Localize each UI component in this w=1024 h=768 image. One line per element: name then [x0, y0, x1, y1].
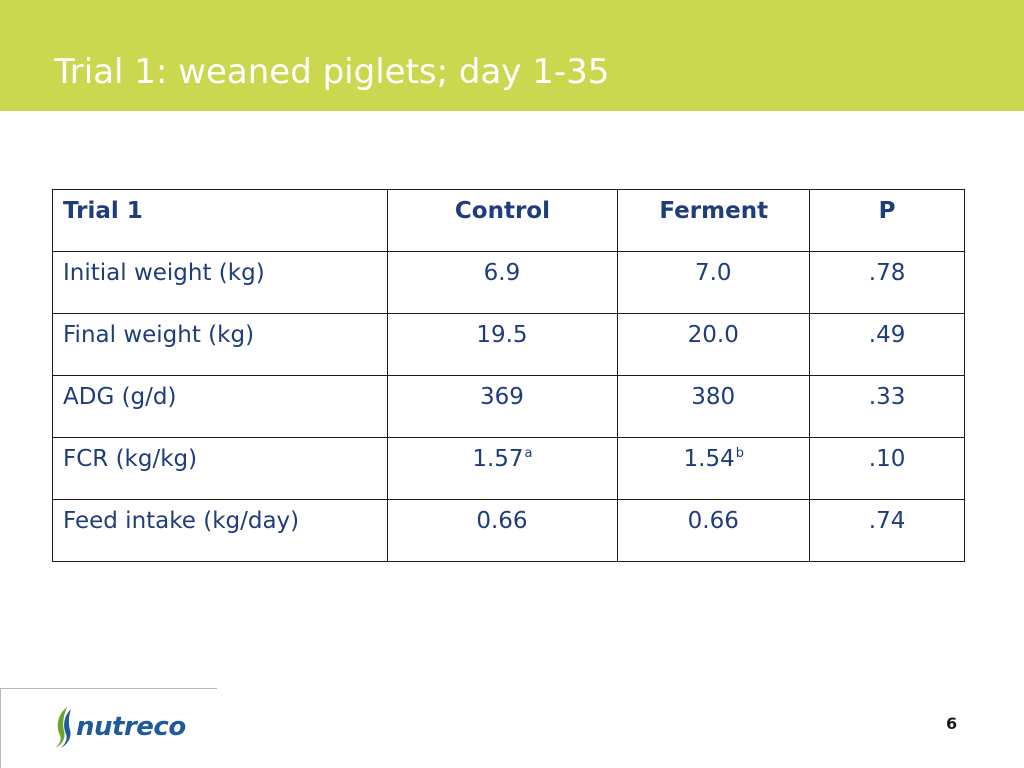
footer-divider [0, 688, 217, 689]
cell-ferment: 20.0 [617, 313, 811, 376]
page-number: 6 [946, 714, 958, 733]
cell-control-significance-mark: a [524, 446, 533, 461]
cell-control: 369 [386, 375, 619, 438]
row-label: Feed intake (kg/day) [52, 499, 388, 562]
row-label-value: FCR (kg/kg) [63, 446, 198, 472]
cell-p: .10 [809, 437, 965, 500]
cell-control-value: 369 [479, 384, 524, 410]
table-row: Final weight (kg) 19.5 20.0 .49 [52, 313, 965, 376]
cell-p: .49 [809, 313, 965, 376]
cell-p-value: .74 [868, 508, 906, 534]
cell-ferment: 380 [617, 375, 811, 438]
cell-control-value: 0.66 [476, 508, 528, 534]
cell-control-value: 1.57 [472, 446, 524, 472]
cell-control-value: 6.9 [483, 260, 521, 286]
table-row: Feed intake (kg/day) 0.66 0.66 .74 [52, 499, 965, 562]
cell-p-value: .78 [868, 260, 906, 286]
cell-ferment-significance-mark: b [735, 446, 744, 461]
table-body: Initial weight (kg) 6.9 7.0 .78 Final weight… [52, 251, 965, 562]
footer-divider-left [0, 688, 1, 768]
cell-control: 1.57a [386, 437, 619, 500]
column-header-trial: Trial 1 [52, 189, 388, 252]
row-label-value: ADG (g/d) [63, 384, 177, 410]
cell-control-value: 19.5 [476, 322, 528, 348]
cell-p-value: .10 [868, 446, 906, 472]
table-row: FCR (kg/kg) 1.57a 1.54b .10 [52, 437, 965, 500]
cell-ferment-value: 20.0 [687, 322, 739, 348]
cell-ferment: 7.0 [617, 251, 811, 314]
cell-control: 6.9 [386, 251, 619, 314]
cell-p: .78 [809, 251, 965, 314]
cell-ferment-value: 7.0 [694, 260, 732, 286]
table-header-row: Trial 1 Control Ferment P [52, 189, 965, 252]
row-label: Final weight (kg) [52, 313, 388, 376]
cell-control: 0.66 [386, 499, 619, 562]
cell-p-value: .49 [868, 322, 906, 348]
cell-control: 19.5 [386, 313, 619, 376]
cell-p-value: .33 [868, 384, 906, 410]
row-label: ADG (g/d) [52, 375, 388, 438]
table-row: ADG (g/d) 369 380 .33 [52, 375, 965, 438]
cell-ferment-value: 380 [691, 384, 736, 410]
cell-ferment: 1.54b [617, 437, 811, 500]
table-row: Initial weight (kg) 6.9 7.0 .78 [52, 251, 965, 314]
row-label: Initial weight (kg) [52, 251, 388, 314]
cell-ferment-value: 1.54 [683, 446, 735, 472]
results-table: Trial 1 Control Ferment P Initial weight… [52, 189, 965, 562]
row-label-value: Final weight (kg) [63, 322, 255, 348]
row-label: FCR (kg/kg) [52, 437, 388, 500]
column-header-ferment: Ferment [617, 189, 811, 252]
row-label-value: Feed intake (kg/day) [63, 508, 300, 534]
column-header-p: P [809, 189, 965, 252]
logo-text: nutreco [76, 712, 186, 742]
cell-ferment: 0.66 [617, 499, 811, 562]
nutreco-logo: nutreco [52, 704, 186, 750]
cell-ferment-value: 0.66 [687, 508, 739, 534]
nutreco-leaf-icon [55, 707, 71, 748]
title-bar: Trial 1: weaned piglets; day 1-35 [0, 0, 1024, 111]
cell-p: .74 [809, 499, 965, 562]
cell-p: .33 [809, 375, 965, 438]
row-label-value: Initial weight (kg) [63, 260, 265, 286]
column-header-control: Control [386, 189, 619, 252]
slide-title: Trial 1: weaned piglets; day 1-35 [54, 52, 610, 92]
